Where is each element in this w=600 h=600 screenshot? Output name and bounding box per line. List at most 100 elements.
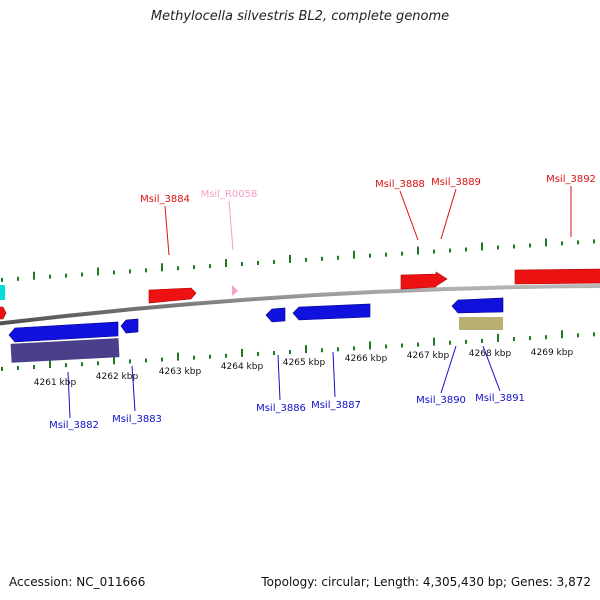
tick-mark [129, 269, 131, 274]
tick-mark [193, 355, 195, 360]
tick-mark [593, 239, 595, 244]
tick-mark [225, 259, 227, 268]
tick-mark [385, 344, 387, 349]
reverse-genes [8, 297, 504, 343]
gene-msil-3882[interactable] [8, 321, 119, 343]
leader-line [399, 190, 419, 241]
leader-line [277, 354, 281, 401]
gene-label-msil_3891[interactable]: Msil_3891 [475, 393, 525, 404]
tick-mark [257, 351, 259, 356]
tick-mark [241, 262, 243, 267]
tick-mark [577, 333, 579, 338]
gene-label-msil_3883[interactable]: Msil_3883 [112, 414, 162, 425]
axis-tick-label: 4264 kbp [221, 362, 264, 372]
leader-line [67, 371, 71, 419]
tick-mark [369, 341, 371, 350]
axis-tick-label: 4267 kbp [407, 351, 450, 361]
gene-label-msil_3882[interactable]: Msil_3882 [49, 420, 99, 431]
dark-feature [10, 338, 120, 363]
khaki-feature [459, 317, 503, 330]
tick-mark [353, 346, 355, 351]
gene-label-msil_3886[interactable]: Msil_3886 [256, 403, 306, 414]
tick-row-lower [1, 330, 595, 371]
tick-mark [337, 255, 339, 260]
tick-mark [385, 252, 387, 257]
gene-msil-3890[interactable] [451, 297, 504, 314]
tick-mark [17, 365, 19, 370]
tick-mark [369, 253, 371, 258]
leader-line [164, 205, 170, 256]
gene-msil-3886[interactable] [265, 307, 286, 323]
tick-mark [177, 352, 179, 361]
cyan-feature [0, 285, 5, 300]
tick-mark [65, 363, 67, 368]
tick-mark [401, 343, 403, 348]
genome-title: Methylocella silvestris BL2, complete ge… [150, 9, 450, 24]
top-label-leaders: Msil_3884 Msil_R0058 Msil_3888 Msil_3889 Msi… [140, 174, 596, 256]
tick-mark [289, 254, 291, 263]
tick-mark [209, 354, 211, 359]
leader-line [440, 345, 457, 394]
tick-mark [145, 358, 147, 363]
tick-mark [433, 337, 435, 346]
axis-tick-label: 4261 kbp [34, 378, 77, 388]
rna-gene-msil-r0058[interactable] [232, 285, 238, 296]
tick-mark [49, 274, 51, 279]
tick-mark [337, 347, 339, 352]
gene-label-msil_3889[interactable]: Msil_3889 [431, 177, 481, 188]
gene-label-msil_3887[interactable]: Msil_3887 [311, 400, 361, 411]
gene-label-msil_3892[interactable]: Msil_3892 [546, 174, 596, 185]
genome-summary-text: Topology: circular; Length: 4,305,430 bp… [261, 575, 591, 589]
tick-mark [113, 356, 115, 365]
axis-tick-label: 4265 kbp [283, 358, 326, 368]
tick-mark [465, 339, 467, 344]
tick-mark [17, 276, 19, 281]
tick-mark [481, 242, 483, 251]
leader-line [482, 345, 501, 392]
leader-line [440, 188, 457, 240]
tick-mark [161, 357, 163, 362]
gene-msil-3887[interactable] [292, 303, 371, 321]
axis-tick-label: 4266 kbp [345, 354, 388, 364]
tick-mark [193, 265, 195, 270]
gene-label-msil_3884[interactable]: Msil_3884 [140, 194, 190, 205]
tick-mark [321, 348, 323, 353]
gene-msil-3883[interactable] [120, 318, 139, 334]
forward-genes [0, 268, 600, 320]
tick-mark [161, 263, 163, 272]
tick-mark [593, 332, 595, 337]
tick-mark [209, 264, 211, 269]
gene-label-msil_3888[interactable]: Msil_3888 [375, 179, 425, 190]
tick-mark [353, 250, 355, 259]
tick-mark [449, 340, 451, 345]
gene-left-edge[interactable] [0, 306, 7, 320]
gene-msil-3892[interactable] [514, 268, 600, 285]
tick-mark [257, 260, 259, 265]
tick-mark [545, 238, 547, 247]
tick-mark [545, 335, 547, 340]
tick-mark [529, 243, 531, 248]
tick-mark [273, 259, 275, 264]
tick-mark [33, 365, 35, 370]
gene-label-msil_3890[interactable]: Msil_3890 [416, 395, 466, 406]
tick-mark [449, 248, 451, 253]
tick-mark [513, 337, 515, 342]
gene-msil-3884[interactable] [148, 287, 197, 304]
tick-mark [225, 353, 227, 358]
tick-mark [497, 245, 499, 250]
tick-mark [513, 244, 515, 249]
tick-mark [497, 333, 499, 342]
axis-tick-label: 4263 kbp [159, 367, 202, 377]
gene-label-msil_r0058[interactable]: Msil_R0058 [201, 189, 258, 200]
tick-mark [305, 345, 307, 354]
tick-mark [49, 360, 51, 369]
tick-mark [289, 350, 291, 355]
leader-line [332, 351, 336, 398]
tick-mark [113, 270, 115, 275]
tick-mark [305, 257, 307, 262]
tick-mark [1, 366, 3, 371]
gene-msil-3888[interactable] [400, 271, 448, 290]
tick-mark [577, 240, 579, 245]
genome-backbone [0, 284, 600, 326]
